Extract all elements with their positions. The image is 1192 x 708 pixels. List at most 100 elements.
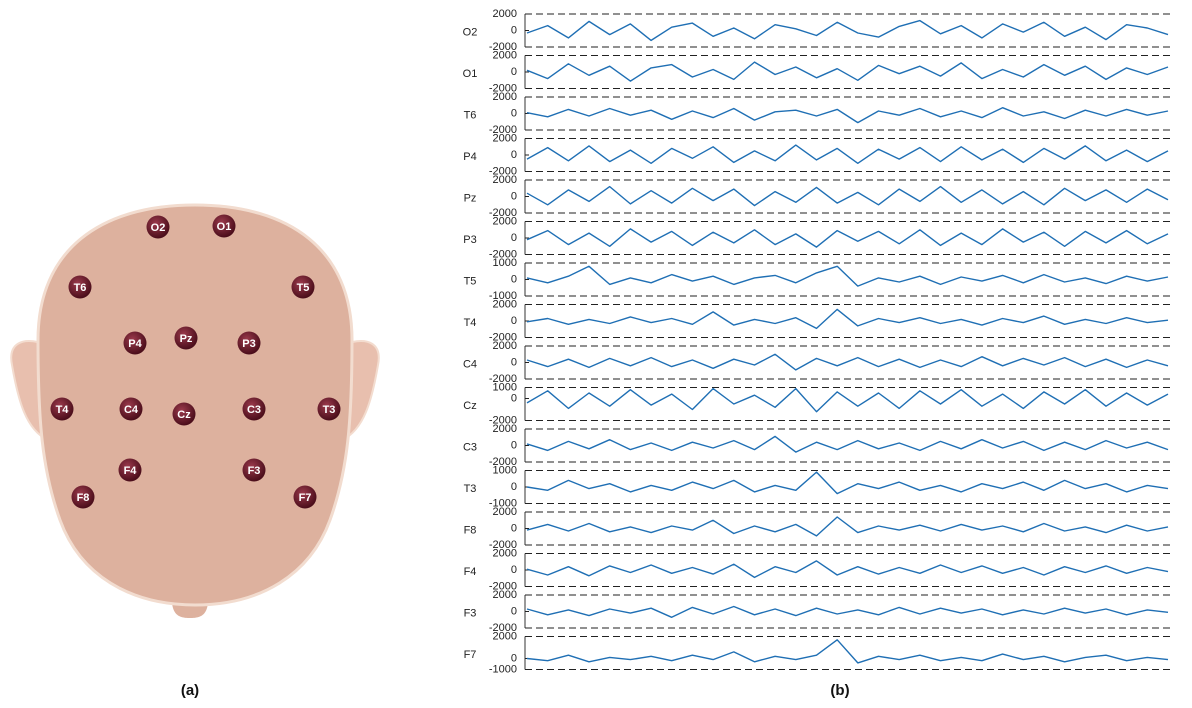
channel-name: T4 bbox=[464, 317, 477, 329]
y-tick-label: -2000 bbox=[489, 331, 517, 343]
y-tick-label: 2000 bbox=[493, 506, 517, 518]
electrode-label: C4 bbox=[124, 404, 139, 416]
y-tick-label: 0 bbox=[511, 356, 517, 368]
electrode bbox=[291, 275, 315, 299]
electrode-label: C3 bbox=[247, 404, 261, 416]
electrode bbox=[123, 331, 147, 355]
electrode bbox=[118, 458, 142, 482]
eeg-trace bbox=[526, 353, 1169, 371]
electrode bbox=[242, 397, 266, 421]
y-tick-label: 0 bbox=[511, 439, 517, 451]
electrode bbox=[237, 331, 261, 355]
y-tick-label: -2000 bbox=[489, 248, 517, 260]
electrode bbox=[71, 485, 95, 509]
eeg-trace bbox=[526, 61, 1169, 82]
electrode bbox=[293, 485, 317, 509]
y-tick-label: 0 bbox=[511, 315, 517, 327]
electrode-label: F3 bbox=[248, 465, 261, 477]
head-diagram bbox=[10, 203, 380, 618]
y-tick-label: 1000 bbox=[493, 257, 517, 269]
y-tick-label: -2000 bbox=[489, 124, 517, 136]
eeg-trace bbox=[526, 560, 1169, 579]
y-tick-label: 2000 bbox=[493, 215, 517, 227]
electrode bbox=[68, 275, 92, 299]
eeg-trace bbox=[526, 265, 1169, 287]
y-tick-label: 2000 bbox=[493, 298, 517, 310]
eeg-trace bbox=[526, 435, 1169, 453]
electrode-label: F4 bbox=[124, 465, 138, 477]
electrode-label: O1 bbox=[217, 221, 232, 233]
electrode-label: T4 bbox=[56, 404, 70, 416]
y-tick-label: -2000 bbox=[489, 456, 517, 468]
channel-name: F4 bbox=[464, 566, 477, 578]
eeg-panel: O2 2000 0 -2000 O1 2000 0 -2000 T6 2000 0 -2000 P4 20… bbox=[463, 8, 1173, 675]
y-tick-label: 0 bbox=[511, 273, 517, 285]
electrodes: O2 O1 T6 T5 P4 Pz P3 T4 C4 Cz C3 T3 F4 F3 F8 F7 bbox=[50, 214, 341, 509]
y-tick-label: 1000 bbox=[493, 464, 517, 476]
electrode-label: F7 bbox=[299, 492, 312, 504]
y-tick-label: 0 bbox=[511, 232, 517, 244]
y-tick-label: -2000 bbox=[489, 580, 517, 592]
y-tick-label: -2000 bbox=[489, 165, 517, 177]
eeg-trace bbox=[526, 19, 1169, 42]
electrode-label: T5 bbox=[297, 282, 310, 294]
y-tick-label: -2000 bbox=[489, 414, 517, 426]
channel-name: P4 bbox=[463, 151, 476, 163]
channel-name: F7 bbox=[464, 649, 477, 661]
y-tick-label: 2000 bbox=[493, 630, 517, 642]
y-tick-label: 2000 bbox=[493, 340, 517, 352]
y-tick-label: -2000 bbox=[489, 41, 517, 53]
eeg-trace bbox=[526, 308, 1169, 330]
y-tick-label: 2000 bbox=[493, 8, 517, 20]
y-tick-label: 2000 bbox=[493, 423, 517, 435]
y-tick-label: 2000 bbox=[493, 174, 517, 186]
eeg-trace bbox=[526, 516, 1169, 537]
y-tick-label: 0 bbox=[511, 149, 517, 161]
y-tick-label: 0 bbox=[511, 392, 517, 404]
eeg-trace bbox=[526, 605, 1169, 618]
channel-name: P3 bbox=[463, 234, 476, 246]
electrode-label: F8 bbox=[77, 492, 90, 504]
y-tick-label: -2000 bbox=[489, 373, 517, 385]
y-tick-label: -2000 bbox=[489, 622, 517, 634]
electrode bbox=[317, 397, 341, 421]
channel-name: O1 bbox=[463, 68, 478, 80]
electrode-label: T6 bbox=[74, 282, 87, 294]
electrode bbox=[174, 326, 198, 350]
y-tick-label: -1000 bbox=[489, 497, 517, 509]
electrode-label: P3 bbox=[242, 338, 255, 350]
channel-name: Pz bbox=[464, 192, 477, 204]
panel-label: (a) bbox=[181, 682, 199, 699]
y-tick-label: 0 bbox=[511, 107, 517, 119]
head bbox=[36, 203, 354, 607]
y-tick-label: -2000 bbox=[489, 539, 517, 551]
channel-name: Cz bbox=[463, 400, 476, 412]
y-tick-label: -2000 bbox=[489, 207, 517, 219]
y-tick-label: 0 bbox=[511, 66, 517, 78]
eeg-trace bbox=[526, 107, 1169, 124]
channel-name: O2 bbox=[463, 26, 478, 38]
eeg-trace bbox=[526, 471, 1169, 495]
eeg-trace bbox=[526, 144, 1169, 164]
electrode bbox=[212, 214, 236, 238]
y-tick-label: 2000 bbox=[493, 589, 517, 601]
eeg-trace bbox=[526, 387, 1169, 413]
channel-name: T6 bbox=[464, 109, 477, 121]
y-tick-label: 2000 bbox=[493, 547, 517, 559]
channel-name: F3 bbox=[464, 607, 477, 619]
electrode-label: O2 bbox=[151, 222, 166, 234]
y-tick-label: 0 bbox=[511, 190, 517, 202]
y-tick-label: 1000 bbox=[493, 381, 517, 393]
electrode bbox=[146, 215, 170, 239]
y-tick-label: -1000 bbox=[489, 663, 517, 675]
electrode-label: Pz bbox=[180, 333, 193, 345]
electrode-label: Cz bbox=[177, 409, 191, 421]
y-tick-label: 0 bbox=[511, 481, 517, 493]
eeg-trace bbox=[526, 639, 1169, 664]
electrode bbox=[50, 397, 74, 421]
y-tick-label: -2000 bbox=[489, 82, 517, 94]
y-tick-label: 2000 bbox=[493, 49, 517, 61]
eeg-trace bbox=[526, 228, 1169, 248]
electrode bbox=[172, 402, 196, 426]
channel-name: F8 bbox=[464, 524, 477, 536]
